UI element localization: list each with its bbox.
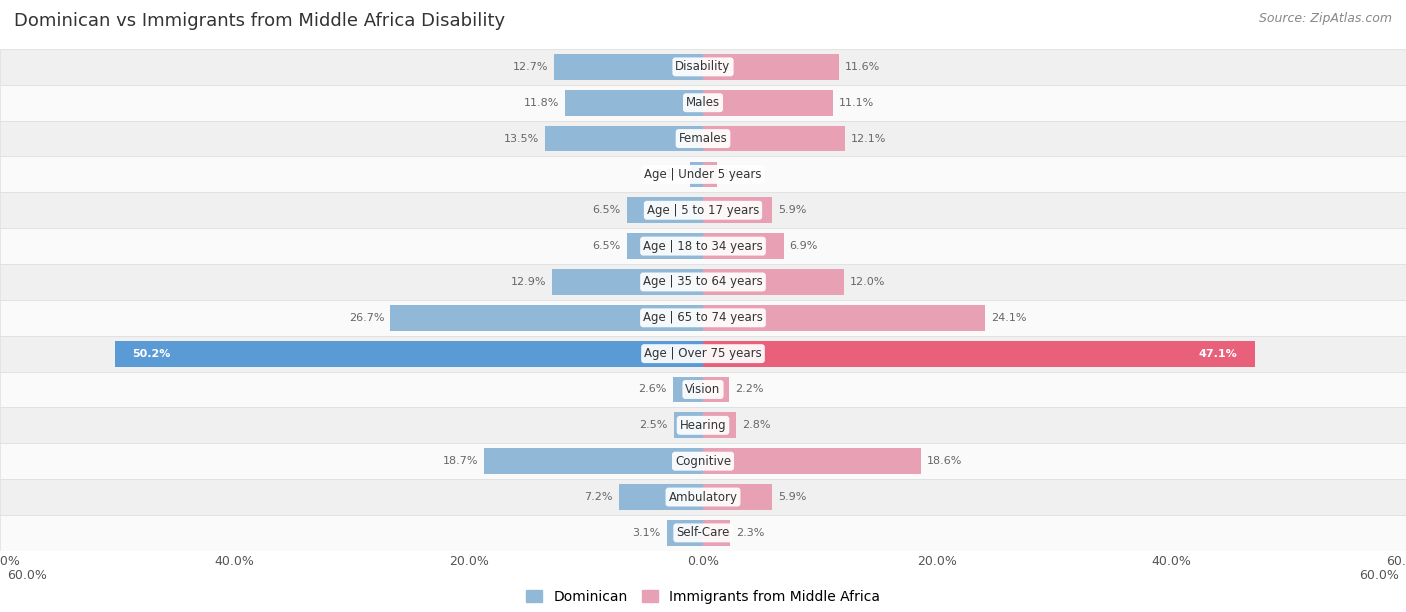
Text: Age | Under 5 years: Age | Under 5 years — [644, 168, 762, 181]
Bar — [703, 412, 735, 438]
Bar — [703, 233, 785, 259]
Text: 2.8%: 2.8% — [742, 420, 770, 430]
Bar — [0, 371, 1406, 408]
Bar — [484, 448, 703, 474]
Bar — [0, 300, 1406, 336]
Bar — [551, 269, 703, 295]
Bar — [703, 376, 728, 403]
Text: Ambulatory: Ambulatory — [668, 491, 738, 504]
Bar — [0, 157, 1406, 192]
Bar — [666, 520, 703, 546]
Bar — [0, 49, 1406, 85]
Text: 3.1%: 3.1% — [633, 528, 661, 538]
Text: 60.0%: 60.0% — [1360, 569, 1399, 582]
Bar — [619, 484, 703, 510]
Bar — [391, 305, 703, 330]
Bar — [0, 336, 1406, 371]
Text: 2.2%: 2.2% — [734, 384, 763, 395]
Text: Age | Over 75 years: Age | Over 75 years — [644, 347, 762, 360]
Bar — [554, 54, 703, 80]
Text: 1.1%: 1.1% — [657, 170, 685, 179]
Bar — [627, 197, 703, 223]
Bar — [703, 448, 921, 474]
Text: 6.9%: 6.9% — [790, 241, 818, 251]
Bar — [703, 90, 832, 116]
Text: 5.9%: 5.9% — [778, 492, 807, 502]
Text: 11.8%: 11.8% — [523, 98, 560, 108]
Text: 18.6%: 18.6% — [927, 456, 962, 466]
Text: 11.1%: 11.1% — [839, 98, 875, 108]
Bar — [673, 412, 703, 438]
Bar — [0, 121, 1406, 157]
Bar — [0, 264, 1406, 300]
Bar — [627, 233, 703, 259]
Bar — [0, 479, 1406, 515]
Text: Vision: Vision — [685, 383, 721, 396]
Bar — [703, 341, 1256, 367]
Text: 60.0%: 60.0% — [7, 569, 46, 582]
Bar — [0, 515, 1406, 551]
Bar — [115, 341, 703, 367]
Bar — [703, 197, 772, 223]
Text: Males: Males — [686, 96, 720, 109]
Text: 12.0%: 12.0% — [849, 277, 884, 287]
Text: 26.7%: 26.7% — [349, 313, 384, 323]
Bar — [0, 408, 1406, 443]
Bar — [0, 228, 1406, 264]
Text: 11.6%: 11.6% — [845, 62, 880, 72]
Bar — [703, 54, 839, 80]
Text: Age | 65 to 74 years: Age | 65 to 74 years — [643, 312, 763, 324]
Text: Age | 18 to 34 years: Age | 18 to 34 years — [643, 240, 763, 253]
Text: 18.7%: 18.7% — [443, 456, 478, 466]
Bar — [0, 85, 1406, 121]
Text: Disability: Disability — [675, 61, 731, 73]
Text: 1.2%: 1.2% — [723, 170, 751, 179]
Text: Age | 5 to 17 years: Age | 5 to 17 years — [647, 204, 759, 217]
Text: 50.2%: 50.2% — [132, 349, 170, 359]
Legend: Dominican, Immigrants from Middle Africa: Dominican, Immigrants from Middle Africa — [520, 584, 886, 609]
Text: 12.1%: 12.1% — [851, 133, 886, 144]
Text: 2.3%: 2.3% — [735, 528, 765, 538]
Bar — [703, 305, 986, 330]
Text: 2.5%: 2.5% — [640, 420, 668, 430]
Text: 2.6%: 2.6% — [638, 384, 666, 395]
Bar — [703, 484, 772, 510]
Bar — [703, 125, 845, 152]
Text: Age | 35 to 64 years: Age | 35 to 64 years — [643, 275, 763, 288]
Bar — [703, 269, 844, 295]
Text: 12.9%: 12.9% — [510, 277, 546, 287]
Text: 5.9%: 5.9% — [778, 205, 807, 215]
Text: Dominican vs Immigrants from Middle Africa Disability: Dominican vs Immigrants from Middle Afri… — [14, 12, 505, 30]
Text: 7.2%: 7.2% — [585, 492, 613, 502]
Text: 47.1%: 47.1% — [1198, 349, 1237, 359]
Text: 24.1%: 24.1% — [991, 313, 1026, 323]
Bar — [0, 443, 1406, 479]
Bar — [565, 90, 703, 116]
Text: Source: ZipAtlas.com: Source: ZipAtlas.com — [1258, 12, 1392, 25]
Text: Self-Care: Self-Care — [676, 526, 730, 539]
Bar — [703, 520, 730, 546]
Text: Females: Females — [679, 132, 727, 145]
Bar — [703, 162, 717, 187]
Bar — [0, 192, 1406, 228]
Bar — [672, 376, 703, 403]
Text: 13.5%: 13.5% — [503, 133, 538, 144]
Text: 12.7%: 12.7% — [513, 62, 548, 72]
Bar — [690, 162, 703, 187]
Text: 6.5%: 6.5% — [593, 241, 621, 251]
Text: Hearing: Hearing — [679, 419, 727, 432]
Bar — [546, 125, 703, 152]
Text: Cognitive: Cognitive — [675, 455, 731, 468]
Text: 6.5%: 6.5% — [593, 205, 621, 215]
